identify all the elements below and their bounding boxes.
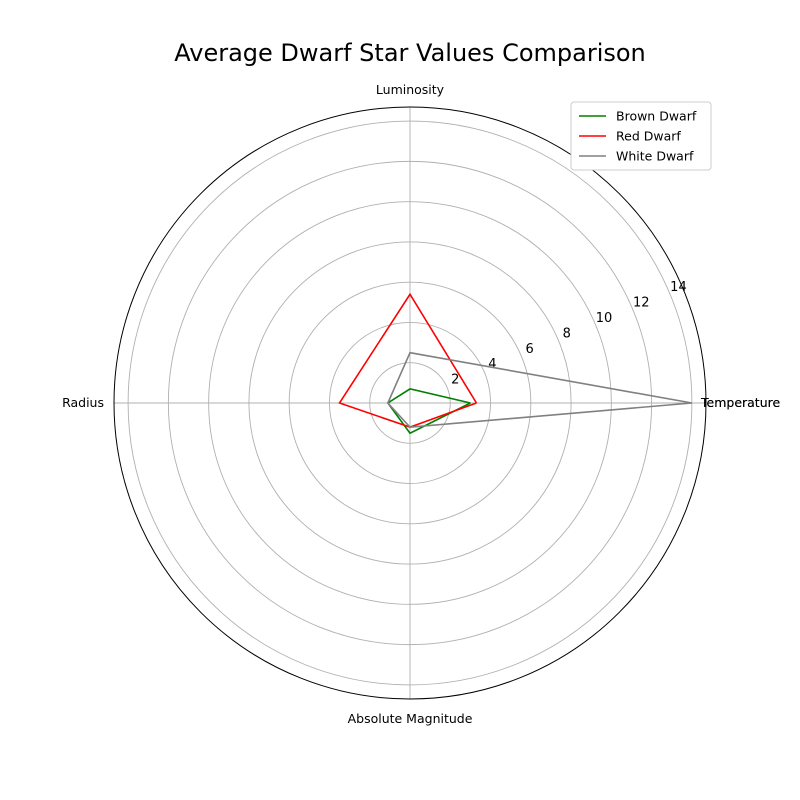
- axis-label-3: Absolute Magnitude: [348, 711, 473, 726]
- tick-label-6: 14: [670, 280, 687, 295]
- radial-ticks: 2 4 6 8 10 12 14: [451, 280, 687, 387]
- legend-label-1: Red Dwarf: [616, 129, 681, 144]
- grid: [113, 106, 707, 700]
- tick-label-0: 2: [451, 373, 459, 388]
- tick-label-1: 4: [488, 357, 496, 372]
- axis-labels: Temperature Luminosity Radius Absolute Magn…: [62, 82, 780, 726]
- axis-label-2: Radius: [62, 395, 104, 410]
- legend-frame: [570, 101, 712, 171]
- outer-frame: [113, 106, 707, 700]
- chart-title: Average Dwarf Star Values Comparison: [174, 39, 646, 67]
- tick-label-4: 10: [596, 311, 613, 326]
- tick-label-3: 8: [563, 326, 571, 341]
- series-lines: [338, 292, 693, 435]
- series-line-2: [386, 351, 693, 428]
- legend: Brown Dwarf Red Dwarf White Dwarf: [570, 101, 712, 171]
- tick-label-2: 6: [525, 342, 533, 357]
- axis-label-0: Temperature: [700, 395, 780, 410]
- tick-label-5: 12: [633, 296, 650, 311]
- series-line-0: [386, 388, 471, 435]
- axis-label-1: Luminosity: [376, 82, 445, 97]
- series-line-1: [338, 292, 478, 429]
- legend-label-2: White Dwarf: [616, 149, 694, 164]
- legend-label-0: Brown Dwarf: [616, 109, 697, 124]
- axis-label-4: Temperature: [700, 395, 780, 410]
